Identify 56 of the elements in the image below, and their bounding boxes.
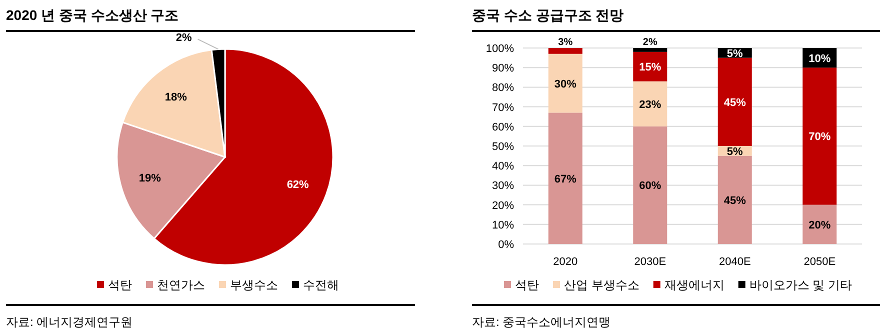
y-tick-label: 30% (492, 180, 514, 192)
legend-label: 부생수소 (230, 278, 278, 292)
x-tick-label: 2040E (718, 256, 751, 268)
legend-label: 천연가스 (157, 278, 205, 292)
y-tick-label: 100% (486, 43, 514, 55)
bar (548, 48, 582, 54)
bar (633, 126, 668, 244)
data-label: 3% (558, 37, 573, 48)
bar (633, 48, 668, 52)
data-label: 67% (554, 173, 577, 186)
data-label: 30% (554, 78, 577, 90)
chart-title: 중국 수소 공급구조 전망 (472, 7, 624, 23)
y-tick-label: 10% (492, 219, 514, 232)
bar (802, 204, 837, 244)
x-tick-label: 2050E (804, 256, 836, 268)
data-label: 20% (808, 219, 831, 232)
data-label: 5% (726, 146, 744, 158)
data-label: 2% (176, 32, 192, 44)
data-label: 45% (724, 194, 746, 207)
data-label: 45% (724, 96, 746, 109)
bar (802, 68, 837, 205)
y-tick-label: 40% (492, 160, 514, 173)
data-label: 60% (639, 180, 662, 192)
legend-label: 석탄 (514, 278, 539, 292)
data-label: 15% (639, 62, 662, 74)
x-tick-label: 2020 (553, 256, 578, 268)
data-label: 2% (642, 37, 658, 48)
data-label: 70% (808, 131, 831, 144)
data-label: 5% (726, 48, 744, 60)
y-tick-label: 50% (492, 141, 514, 153)
y-tick-label: 0% (498, 239, 514, 251)
y-tick-label: 90% (492, 62, 514, 75)
bar (633, 52, 668, 82)
text: 자료: 중국수소에너지연맹 (472, 315, 611, 329)
y-tick-label: 70% (492, 102, 514, 114)
y-tick-label: 20% (492, 200, 514, 212)
bar (718, 58, 752, 146)
data-label: 10% (808, 52, 831, 65)
text: 자료: 에너지경제연구원 (6, 315, 133, 329)
bar (633, 81, 668, 126)
chart-title: 2020 년 중국 수소생산 구조 (6, 7, 179, 23)
legend-label: 석탄 (108, 278, 132, 292)
legend-label: 바이오가스 및 기타 (749, 278, 852, 292)
data-label: 23% (639, 98, 662, 111)
bar (548, 54, 582, 113)
bar (718, 156, 752, 244)
data-label: 18% (164, 92, 188, 104)
y-tick-label: 60% (492, 121, 514, 134)
x-tick-label: 2030E (634, 256, 666, 268)
legend-label: 산업 부생수소 (564, 278, 640, 292)
bar (548, 112, 582, 244)
data-label: 19% (138, 172, 162, 184)
data-label: 62% (286, 179, 310, 192)
y-tick-label: 80% (492, 82, 514, 94)
legend-label: 재생에너지 (664, 278, 724, 292)
legend-label: 수전해 (303, 278, 339, 292)
